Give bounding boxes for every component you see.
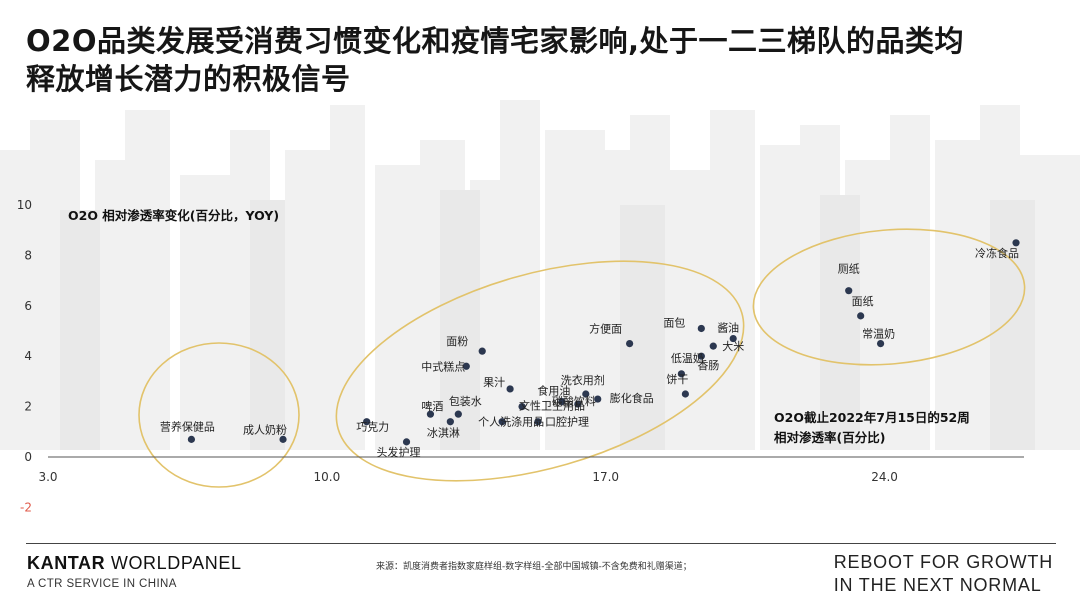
point-label: 巧克力 (356, 421, 389, 434)
y-tick-label: 10 (17, 198, 32, 212)
y-tick-label: -2 (20, 500, 32, 514)
title-line-1: O2O品类发展受消费习惯变化和疫情宅家影响,处于一二三梯队的品类均 (26, 24, 965, 58)
title-line-2: 释放增长潜力的积极信号 (26, 62, 351, 96)
data-point (402, 438, 411, 446)
data-point (454, 410, 462, 418)
data-point (594, 395, 602, 403)
data-point (677, 370, 686, 378)
point-label: 酱油 (717, 321, 739, 335)
data-point (1012, 239, 1020, 247)
brand-name-rest: WORLDPANEL (105, 553, 242, 573)
cluster-ellipse-tier-2 (335, 260, 745, 482)
brand-logo: KANTAR WORLDPANEL (27, 553, 242, 574)
brand-subtitle: A CTR SERVICE IN CHINA (27, 578, 177, 590)
data-point (729, 334, 737, 343)
point-label: 文性卫生用品 (519, 399, 585, 413)
point-label: 口腔护理 (545, 415, 589, 429)
y-tick-label: 8 (24, 248, 32, 262)
point-label: 方便面 (589, 322, 622, 336)
data-point (363, 418, 371, 426)
data-point (534, 418, 542, 426)
data-point (582, 390, 590, 398)
point-label: 冰淇淋 (427, 427, 460, 440)
point-label: 低温奶 (671, 351, 704, 365)
point-label: 果汁 (483, 376, 505, 389)
data-point (845, 287, 853, 295)
y-tick-label: 6 (24, 299, 32, 313)
data-point (518, 403, 526, 411)
data-point (697, 352, 705, 360)
data-point (574, 400, 582, 408)
page-title: O2O品类发展受消费习惯变化和疫情宅家影响,处于一二三梯队的品类均 释放增长潜力… (26, 22, 1056, 98)
data-point (446, 418, 454, 426)
point-label: 膨化食品 (610, 391, 654, 405)
point-label: 啤酒 (421, 399, 443, 413)
data-point (187, 435, 196, 443)
point-label: 面纸 (852, 295, 874, 308)
source-note: 来源：凯度消费者指数家庭样组-数字样组-全部中国城镇-不含免费和礼赠渠道； (376, 562, 692, 572)
point-label: 洗衣用剂 (561, 373, 605, 387)
point-label: 面粉 (446, 335, 468, 348)
cluster-ellipse-tier-1 (752, 228, 1026, 366)
tagline: REBOOT FOR GROWTH IN THE NEXT NORMAL (834, 551, 1053, 597)
data-point (709, 342, 717, 350)
data-point (626, 340, 634, 348)
x-tick-label: 3.0 (38, 470, 57, 484)
y-tick-label: 0 (24, 450, 32, 464)
data-point (506, 385, 514, 393)
data-point (279, 435, 287, 443)
point-label: 常温奶 (862, 327, 895, 341)
point-label: 冷冻食品 (975, 246, 1019, 260)
point-label: 碳酸饮料 (552, 394, 596, 408)
point-label: 头发护理 (377, 445, 421, 459)
data-points (187, 239, 1020, 446)
point-label: 中式糕点 (421, 359, 465, 373)
footer-divider (26, 543, 1056, 544)
tagline-line-1: REBOOT FOR GROWTH (833, 552, 1053, 572)
point-label: 营养保健品 (160, 419, 215, 433)
data-point (857, 312, 865, 320)
x-tick-labels: 3.0 10.0 17.0 24.0 (38, 470, 897, 484)
data-point (462, 362, 470, 370)
point-label: 食用油 (537, 384, 570, 398)
data-point (876, 340, 885, 348)
point-label: 香肠 (697, 359, 719, 372)
point-label: 个人洗涤用品 (478, 415, 544, 429)
x-axis-title-line-2: 相对渗透率(百分比) (774, 430, 885, 445)
data-point (478, 347, 486, 355)
x-tick-label: 24.0 (871, 470, 898, 484)
point-label: 大米 (722, 339, 744, 353)
point-label: 饼干 (666, 372, 688, 386)
point-label: 厕纸 (838, 263, 860, 276)
data-point (558, 397, 566, 406)
brand-name-bold: KANTAR (27, 553, 106, 573)
cluster-ellipses (138, 228, 1026, 488)
y-tick-label: 2 (24, 400, 32, 414)
data-point (681, 390, 689, 398)
y-tick-label: 4 (24, 349, 32, 363)
x-axis-title-line-1: O2O截止2022年7月15日的52周 (774, 410, 970, 425)
point-label: 包装水 (449, 395, 482, 408)
point-label: 面包 (663, 316, 685, 329)
x-tick-label: 10.0 (313, 470, 340, 484)
data-point (426, 410, 435, 418)
y-tick-labels: -2 0 2 4 6 8 10 (17, 198, 32, 514)
point-label: 成人奶粉 (243, 422, 287, 436)
x-tick-label: 17.0 (592, 470, 619, 484)
data-point (498, 418, 506, 426)
data-point (697, 324, 705, 333)
cluster-ellipse-tier-3 (138, 342, 300, 488)
y-axis-title: O2O 相对渗透率变化(百分比，YOY) (68, 208, 279, 223)
tagline-line-2: IN THE NEXT NORMAL (833, 575, 1042, 595)
